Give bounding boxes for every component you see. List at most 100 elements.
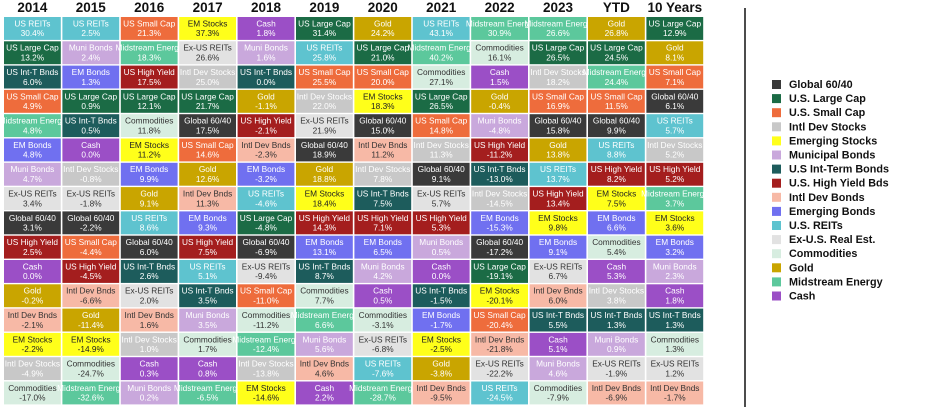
cell-return-value: 1.7%: [198, 344, 218, 354]
cell-asset-name: Gold: [374, 18, 392, 28]
cell-asset-name: Intl Dev Bnds: [241, 140, 290, 150]
legend-item-global-60-40: Global 60/40: [772, 79, 853, 91]
cell-commodities: Commodities-7.9%: [529, 381, 587, 405]
cell-asset-name: Midstream Energy: [174, 383, 242, 393]
cell-asset-name: Midstream Energy: [408, 43, 476, 53]
cell-asset-name: Muni Bonds: [244, 43, 288, 53]
cell-gold: Gold-3.8%: [412, 357, 470, 381]
cell-asset-name: US Small Cap: [590, 91, 642, 101]
legend-label: U.S. REITs: [789, 220, 843, 232]
cell-ex-us-reits: Ex-US REITs-6.8%: [354, 332, 412, 356]
cell-background: [62, 187, 120, 210]
cell-asset-name: Global 60/40: [67, 213, 114, 223]
cell-asset-name: US Small Cap: [532, 91, 584, 101]
cell-asset-name: Intl Dev Bnds: [8, 310, 57, 320]
cell-background: [354, 211, 412, 235]
cell-asset-name: US REITs: [540, 164, 576, 174]
cell-asset-name: EM Bonds: [13, 140, 51, 150]
cell-return-value: -14.6%: [253, 393, 280, 403]
cell-asset-name: EM Stocks: [71, 334, 111, 344]
cell-background: [412, 308, 470, 332]
cell-return-value: 17.5%: [196, 125, 220, 135]
cell-background: [646, 114, 704, 138]
cell-return-value: -4.8%: [489, 125, 511, 135]
cell-global-60-40: Global 60/40-17.2%: [471, 235, 528, 259]
cell-ex-us-reits: Ex-US REITs-1.8%: [62, 187, 120, 210]
legend-label: U.S. Large Cap: [789, 93, 866, 105]
cell-em-stocks: EM Stocks-2.5%: [412, 332, 470, 356]
legend-swatch: [772, 277, 781, 287]
cell-background: [471, 65, 528, 89]
cell-return-value: -11.2%: [253, 320, 279, 330]
cell-return-value: 5.4%: [607, 247, 627, 257]
legend-label: Intl Dev Bonds: [789, 192, 865, 204]
cell-background: [588, 211, 645, 235]
cell-return-value: 1.8%: [665, 296, 685, 306]
cell-return-value: -4.9%: [22, 368, 44, 378]
cell-return-value: -6.9%: [255, 247, 277, 257]
cell-asset-name: Gold: [666, 43, 684, 53]
cell-background: [237, 187, 295, 210]
cell-return-value: -3.2%: [255, 174, 277, 184]
legend-item-u-s-reits: U.S. REITs: [772, 220, 843, 232]
cell-background: [120, 357, 178, 381]
cell-asset-name: US Int-T Bnds: [532, 310, 584, 320]
cell-asset-name: US High Yield: [357, 213, 409, 223]
cell-asset-name: US High Yield: [240, 116, 292, 126]
cell-background: [529, 114, 587, 138]
cell-asset-name: Intl Dev Stocks: [238, 359, 293, 369]
cell-background: [4, 332, 61, 356]
cell-return-value: 3.6%: [665, 223, 685, 233]
cell-asset-name: US High Yield: [591, 164, 643, 174]
legend-swatch: [772, 263, 781, 273]
cell-gold: Gold-11.4%: [62, 308, 120, 332]
cell-background: [354, 381, 412, 405]
cell-background: [471, 41, 528, 65]
cell-background: [62, 41, 120, 65]
cell-background: [412, 17, 470, 40]
legend-item-intl-dev-stocks: Intl Dev Stocks: [772, 121, 866, 133]
cell-return-value: 3.2%: [665, 247, 685, 257]
cell-asset-name: US REITs: [73, 18, 109, 28]
cell-return-value: 5.2%: [665, 150, 685, 160]
column-header-2015: 2015: [76, 0, 107, 15]
cell-return-value: -28.7%: [370, 393, 397, 403]
cell-commodities: Commodities-24.7%: [62, 357, 120, 381]
cell-background: [120, 381, 178, 405]
cell-background: [296, 381, 353, 405]
cell-return-value: 0.9%: [607, 344, 627, 354]
cell-asset-name: Muni Bonds: [186, 310, 230, 320]
cell-asset-name: US REITs: [306, 43, 342, 53]
cell-background: [588, 114, 645, 138]
cell-background: [62, 308, 120, 332]
cell-background: [62, 381, 120, 405]
cell-background: [471, 17, 528, 40]
cell-return-value: 37.3%: [196, 28, 220, 38]
cell-em-stocks: EM Stocks-14.9%: [62, 332, 120, 356]
cell-background: [179, 357, 236, 381]
cell-asset-name: EM Stocks: [421, 334, 461, 344]
cell-background: [4, 138, 61, 162]
cell-ex-us-reits: Ex-US REITs-9.4%: [237, 260, 295, 283]
legend-item-emerging-stocks: Emerging Stocks: [772, 135, 877, 147]
cell-intl-dev-bnds: Intl Dev Bnds-9.5%: [412, 381, 470, 405]
legend-swatch: [772, 136, 781, 146]
cell-gold: Gold-0.4%: [471, 89, 528, 113]
